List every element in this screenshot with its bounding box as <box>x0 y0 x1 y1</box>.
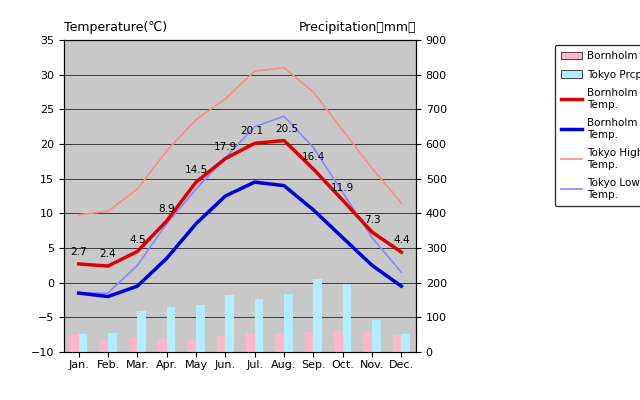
Bar <box>70 334 79 352</box>
Bar <box>392 335 401 352</box>
Bar <box>158 339 166 352</box>
Bar <box>255 299 264 352</box>
Text: 14.5: 14.5 <box>184 165 207 175</box>
Bar <box>275 334 284 352</box>
Bar <box>305 332 314 352</box>
Bar <box>216 336 225 352</box>
Text: 4.4: 4.4 <box>393 235 410 245</box>
Bar <box>246 333 255 352</box>
Bar <box>372 320 381 352</box>
Bar <box>166 307 175 352</box>
Bar <box>334 331 342 352</box>
Bar <box>138 312 146 352</box>
Text: 2.4: 2.4 <box>100 249 116 259</box>
Bar <box>225 295 234 352</box>
Bar <box>187 340 196 352</box>
Text: 7.3: 7.3 <box>364 215 380 225</box>
Text: 20.1: 20.1 <box>240 126 263 136</box>
Text: 16.4: 16.4 <box>301 152 325 162</box>
Text: 8.9: 8.9 <box>158 204 175 214</box>
Bar <box>99 340 108 352</box>
Bar <box>196 304 205 352</box>
Bar <box>314 279 322 352</box>
Legend: Bornholm Prcp., Tokyo Prcp., Bornholm High
Temp., Bornholm Low
Temp., Tokyo High: Bornholm Prcp., Tokyo Prcp., Bornholm Hi… <box>555 45 640 206</box>
Bar <box>129 338 138 352</box>
Bar <box>108 332 116 352</box>
Text: 17.9: 17.9 <box>214 142 237 152</box>
Bar <box>364 332 372 352</box>
Text: 4.5: 4.5 <box>129 234 146 244</box>
Bar <box>284 294 293 352</box>
Text: Temperature(℃): Temperature(℃) <box>64 21 167 34</box>
Text: 20.5: 20.5 <box>275 124 298 134</box>
Bar <box>342 284 351 352</box>
Text: 11.9: 11.9 <box>331 183 355 193</box>
Text: Precipitation（mm）: Precipitation（mm） <box>298 21 416 34</box>
Text: 2.7: 2.7 <box>70 247 87 257</box>
Bar <box>401 334 410 352</box>
Bar <box>79 334 88 352</box>
